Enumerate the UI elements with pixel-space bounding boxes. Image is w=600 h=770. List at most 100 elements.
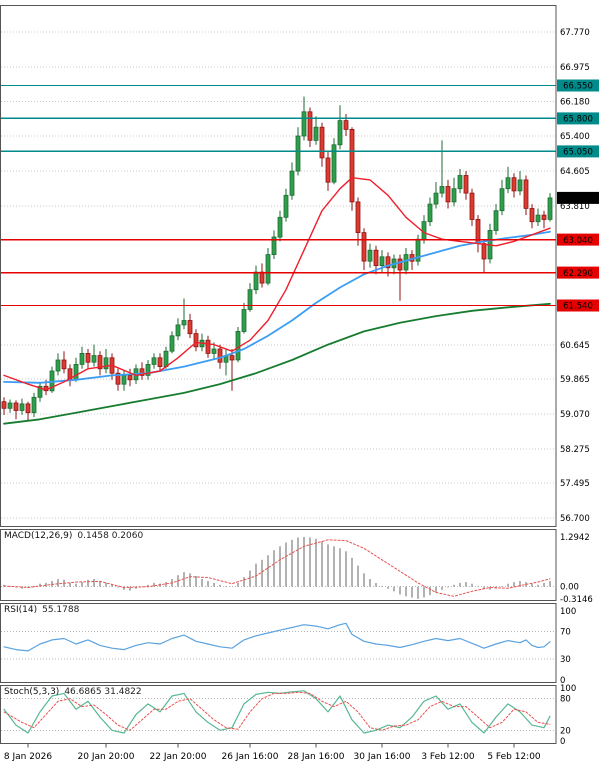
candle <box>1 397 7 415</box>
candle <box>85 349 91 369</box>
macd-axis-label: -0.3146 <box>560 595 593 605</box>
candle <box>193 329 199 352</box>
rsi-line <box>3 622 551 652</box>
candle <box>445 179 451 209</box>
macd-panel-border <box>0 529 557 601</box>
price-tick-label: 66.180 <box>560 98 590 108</box>
candles <box>1 96 553 422</box>
rsi-axis-label: 0 <box>560 676 565 686</box>
candle <box>325 151 331 191</box>
candle <box>145 360 151 380</box>
candle <box>283 188 289 222</box>
price-tick-label: 63.810 <box>560 202 590 212</box>
candle <box>97 351 103 376</box>
time-tick-label: 26 Jan 16:00 <box>222 752 279 762</box>
candle <box>367 243 373 268</box>
price-tick-label: 59.070 <box>560 410 590 420</box>
candle <box>253 265 259 295</box>
stoch-k-line <box>3 690 551 734</box>
time-tick-label: 5 Feb 12:00 <box>487 752 541 762</box>
time-tick-label: 28 Jan 16:00 <box>288 752 345 762</box>
candle <box>457 168 463 194</box>
ma-slow-line <box>3 302 551 425</box>
candle <box>25 401 31 422</box>
candle <box>37 381 43 402</box>
candle <box>169 331 175 354</box>
candle <box>349 127 355 211</box>
svg-text:65.800: 65.800 <box>563 115 593 125</box>
ma-fast-line <box>3 176 551 391</box>
candle <box>433 182 439 209</box>
candle <box>331 138 337 185</box>
candle <box>541 210 547 229</box>
candle <box>103 349 109 374</box>
candle <box>505 166 511 194</box>
candle <box>475 215 481 253</box>
candle <box>277 210 283 242</box>
candle <box>361 228 367 270</box>
candle <box>517 171 523 196</box>
time-tick-label: 20 Jan 20:00 <box>78 752 135 762</box>
time-tick-label: 30 Jan 16:00 <box>354 752 411 762</box>
macd-axis-label: 1.2942 <box>560 533 590 543</box>
candle <box>535 208 541 226</box>
candle <box>79 346 85 369</box>
price-tick-label: 58.275 <box>560 445 590 455</box>
candle <box>91 344 97 367</box>
candle <box>49 366 55 393</box>
support-badge: 62.290 <box>557 266 599 279</box>
candle <box>55 353 61 376</box>
candle <box>529 204 535 229</box>
resistance-badge: 66.550 <box>557 79 599 92</box>
candle <box>187 313 193 338</box>
candle <box>13 400 19 420</box>
price-tick-label: 59.865 <box>560 375 590 385</box>
resistance-badge: 65.800 <box>557 112 599 125</box>
candle <box>157 353 163 371</box>
candle <box>451 177 457 207</box>
svg-text:62.290: 62.290 <box>563 269 593 279</box>
candle <box>205 335 211 358</box>
rsi-axis-label: 30 <box>560 655 571 665</box>
rsi-axis-label: 70 <box>560 628 571 638</box>
candle <box>463 171 469 200</box>
price-tick-label: 60.645 <box>560 341 590 351</box>
candle <box>217 344 223 369</box>
svg-text:61.540: 61.540 <box>563 302 593 312</box>
svg-text:66.550: 66.550 <box>563 82 593 92</box>
price-tick-label: 56.700 <box>560 514 590 524</box>
stoch-d-line <box>3 691 551 731</box>
stoch-axis-label: 80 <box>560 695 571 705</box>
time-tick-label: 8 Jan 2026 <box>4 752 52 762</box>
stoch-axis-label: 0 <box>560 737 565 747</box>
candle <box>61 351 67 374</box>
price-tick-label: 65.400 <box>560 132 590 142</box>
candle <box>355 197 361 246</box>
candle <box>523 175 529 216</box>
svg-text:63.990: 63.990 <box>563 194 593 204</box>
candle <box>511 173 517 198</box>
candle <box>487 223 493 264</box>
support-badge: 61.540 <box>557 299 599 312</box>
svg-text:65.050: 65.050 <box>563 148 593 158</box>
price-panel-border <box>0 5 557 527</box>
candle <box>319 122 325 167</box>
rsi-axis-label: 100 <box>560 607 576 617</box>
price-tick-label: 66.975 <box>560 63 590 73</box>
candle <box>19 398 25 415</box>
candle <box>7 399 13 413</box>
candle <box>181 298 187 330</box>
current-price-badge: 63.990 <box>557 191 599 204</box>
candle <box>115 368 121 391</box>
candle <box>175 318 181 341</box>
candle <box>427 197 433 226</box>
price-tick-label: 57.495 <box>560 479 590 489</box>
candle <box>241 302 247 334</box>
svg-text:63.040: 63.040 <box>563 236 593 246</box>
support-badge: 63.040 <box>557 233 599 246</box>
candle <box>127 368 133 387</box>
candle <box>337 105 343 150</box>
candle <box>73 357 79 382</box>
